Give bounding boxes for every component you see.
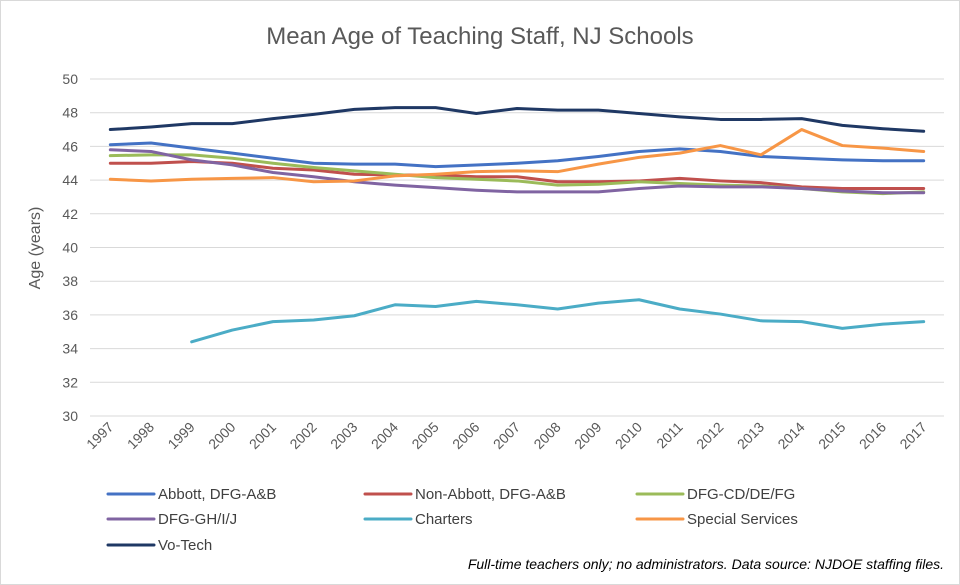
series-line-dfg-gh-i-j: [108, 148, 926, 195]
legend-label: DFG-CD/DE/FG: [687, 486, 795, 503]
series-line-special-services: [108, 128, 926, 184]
y-axis-label: Age (years): [27, 207, 44, 290]
legend-label: DFG-GH/I/J: [158, 511, 237, 528]
x-tick-label: 2010: [612, 419, 645, 452]
series-line-charters: [190, 298, 926, 344]
x-tick-label: 2017: [896, 419, 929, 452]
legend-item: DFG-CD/DE/FG: [635, 486, 795, 503]
source-note: Full-time teachers only; no administrato…: [468, 556, 944, 572]
x-tick-label: 1998: [124, 419, 157, 452]
x-tick-label: 2009: [571, 419, 604, 452]
x-tick-label: 2000: [205, 419, 238, 452]
x-tick-label: 2012: [693, 419, 726, 452]
x-tick-label: 2011: [653, 419, 686, 452]
series-line-abbott-dfg-a-b: [108, 141, 926, 169]
x-tick-label: 2004: [368, 419, 401, 452]
y-tick-label: 36: [62, 307, 78, 323]
legend-item: Abbott, DFG-A&B: [106, 486, 276, 503]
legend-label: Vo-Tech: [158, 537, 212, 554]
x-tick-label: 2003: [327, 419, 360, 452]
legend-label: Charters: [415, 511, 473, 528]
x-tick-label: 2005: [408, 419, 441, 452]
y-tick-label: 42: [62, 206, 78, 222]
legend-item: Special Services: [635, 511, 798, 528]
series-line-non-abbott-dfg-a-b: [108, 160, 926, 191]
x-tick-label: 2014: [774, 419, 807, 452]
x-tick-label: 1997: [83, 419, 116, 452]
x-tick-label: 2002: [286, 419, 319, 452]
x-tick-label: 2006: [449, 419, 482, 452]
legend-label: Special Services: [687, 511, 798, 528]
x-tick-label: 2016: [856, 419, 889, 452]
y-tick-label: 40: [62, 240, 78, 256]
legend-item: Non-Abbott, DFG-A&B: [363, 486, 566, 503]
legend-item: Charters: [363, 511, 473, 528]
y-tick-label: 46: [62, 138, 78, 154]
y-axis-ticks: 30 32 34 36 38 40 42 44 46 48 50: [62, 71, 78, 424]
x-tick-label: 2007: [490, 419, 523, 452]
y-tick-label: 48: [62, 105, 78, 121]
series-line-vo-tech: [108, 106, 926, 133]
x-tick-label: 2008: [530, 419, 563, 452]
x-tick-label: 2001: [246, 419, 279, 452]
x-tick-label: 2013: [734, 419, 767, 452]
y-tick-label: 32: [62, 374, 78, 390]
y-tick-label: 30: [62, 408, 78, 424]
series-lines: [108, 106, 926, 344]
chart-title: Mean Age of Teaching Staff, NJ Schools: [266, 23, 693, 50]
y-tick-label: 38: [62, 273, 78, 289]
legend-item: Vo-Tech: [106, 537, 212, 554]
y-tick-label: 34: [62, 341, 78, 357]
y-tick-label: 50: [62, 71, 78, 87]
x-tick-label: 1999: [164, 419, 197, 452]
legend: Abbott, DFG-A&B Non-Abbott, DFG-A&B DFG-CD…: [106, 486, 798, 554]
y-tick-label: 44: [62, 172, 78, 188]
legend-item: DFG-GH/I/J: [106, 511, 237, 528]
gridlines: [90, 78, 944, 417]
x-axis-ticks: 1997 1998 1999 2000 2001 2002 2003 2004 2005 2006…: [83, 419, 930, 452]
x-tick-label: 2015: [815, 419, 848, 452]
legend-label: Non-Abbott, DFG-A&B: [415, 486, 566, 503]
legend-label: Abbott, DFG-A&B: [158, 486, 276, 503]
